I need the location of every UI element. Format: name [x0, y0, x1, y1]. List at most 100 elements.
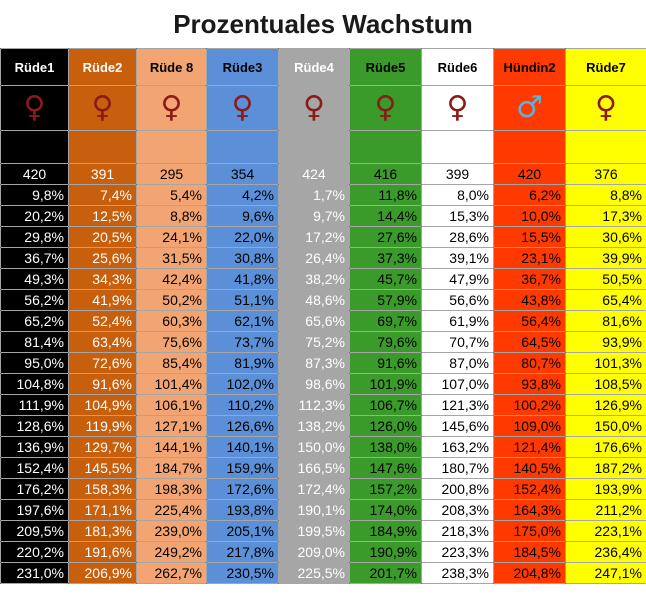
percent-cell[interactable]: 61,9%: [421, 310, 494, 332]
percent-cell[interactable]: 223,3%: [421, 541, 494, 563]
percent-cell[interactable]: 152,4%: [493, 478, 566, 500]
percent-cell[interactable]: 69,7%: [349, 310, 422, 332]
percent-cell[interactable]: 75,2%: [278, 331, 350, 353]
percent-cell[interactable]: 157,2%: [349, 478, 422, 500]
percent-cell[interactable]: 72,6%: [68, 352, 137, 374]
percent-cell[interactable]: 25,6%: [68, 247, 137, 269]
percent-cell[interactable]: 31,5%: [136, 247, 207, 269]
percent-cell[interactable]: 223,1%: [565, 520, 646, 542]
percent-cell[interactable]: 85,4%: [136, 352, 207, 374]
percent-cell[interactable]: 144,1%: [136, 436, 207, 458]
percent-cell[interactable]: 104,8%: [0, 373, 69, 395]
percent-cell[interactable]: 81,9%: [206, 352, 279, 374]
percent-cell[interactable]: 191,6%: [68, 541, 137, 563]
percent-cell[interactable]: 225,5%: [278, 562, 350, 584]
percent-cell[interactable]: 127,1%: [136, 415, 207, 437]
percent-cell[interactable]: 91,6%: [68, 373, 137, 395]
percent-cell[interactable]: 136,9%: [0, 436, 69, 458]
percent-cell[interactable]: 56,6%: [421, 289, 494, 311]
percent-cell[interactable]: 28,6%: [421, 226, 494, 248]
percent-cell[interactable]: 98,6%: [278, 373, 350, 395]
percent-cell[interactable]: 107,0%: [421, 373, 494, 395]
percent-cell[interactable]: 4,2%: [206, 184, 279, 206]
empty-cell[interactable]: [421, 130, 494, 164]
percent-cell[interactable]: 200,8%: [421, 478, 494, 500]
percent-cell[interactable]: 36,7%: [493, 268, 566, 290]
percent-cell[interactable]: 159,9%: [206, 457, 279, 479]
percent-cell[interactable]: 163,2%: [421, 436, 494, 458]
percent-cell[interactable]: 249,2%: [136, 541, 207, 563]
percent-cell[interactable]: 109,0%: [493, 415, 566, 437]
column-header-cell[interactable]: Rüde 8: [136, 48, 207, 86]
base-value-cell[interactable]: 420: [0, 163, 69, 185]
percent-cell[interactable]: 65,4%: [565, 289, 646, 311]
percent-cell[interactable]: 204,8%: [493, 562, 566, 584]
percent-cell[interactable]: 8,8%: [565, 184, 646, 206]
percent-cell[interactable]: 10,0%: [493, 205, 566, 227]
empty-cell[interactable]: [68, 130, 137, 164]
percent-cell[interactable]: 126,6%: [206, 415, 279, 437]
percent-cell[interactable]: 95,0%: [0, 352, 69, 374]
percent-cell[interactable]: 230,5%: [206, 562, 279, 584]
percent-cell[interactable]: 20,2%: [0, 205, 69, 227]
percent-cell[interactable]: 126,9%: [565, 394, 646, 416]
column-header-cell[interactable]: Hündin2: [493, 48, 566, 86]
symbol-cell[interactable]: ♀: [68, 85, 137, 131]
percent-cell[interactable]: 80,7%: [493, 352, 566, 374]
percent-cell[interactable]: 174,0%: [349, 499, 422, 521]
symbol-cell[interactable]: ♀: [278, 85, 350, 131]
percent-cell[interactable]: 22,0%: [206, 226, 279, 248]
percent-cell[interactable]: 190,9%: [349, 541, 422, 563]
percent-cell[interactable]: 81,4%: [0, 331, 69, 353]
empty-cell[interactable]: [278, 130, 350, 164]
symbol-cell[interactable]: ♀: [206, 85, 279, 131]
percent-cell[interactable]: 138,0%: [349, 436, 422, 458]
base-value-cell[interactable]: 424: [278, 163, 350, 185]
percent-cell[interactable]: 193,8%: [206, 499, 279, 521]
percent-cell[interactable]: 100,2%: [493, 394, 566, 416]
percent-cell[interactable]: 121,3%: [421, 394, 494, 416]
percent-cell[interactable]: 239,0%: [136, 520, 207, 542]
percent-cell[interactable]: 176,2%: [0, 478, 69, 500]
percent-cell[interactable]: 9,8%: [0, 184, 69, 206]
percent-cell[interactable]: 238,3%: [421, 562, 494, 584]
percent-cell[interactable]: 65,6%: [278, 310, 350, 332]
percent-cell[interactable]: 56,4%: [493, 310, 566, 332]
percent-cell[interactable]: 190,1%: [278, 499, 350, 521]
percent-cell[interactable]: 121,4%: [493, 436, 566, 458]
empty-cell[interactable]: [206, 130, 279, 164]
percent-cell[interactable]: 17,2%: [278, 226, 350, 248]
percent-cell[interactable]: 101,4%: [136, 373, 207, 395]
base-value-cell[interactable]: 376: [565, 163, 646, 185]
percent-cell[interactable]: 42,4%: [136, 268, 207, 290]
percent-cell[interactable]: 206,9%: [68, 562, 137, 584]
percent-cell[interactable]: 184,7%: [136, 457, 207, 479]
percent-cell[interactable]: 199,5%: [278, 520, 350, 542]
empty-cell[interactable]: [565, 130, 646, 164]
percent-cell[interactable]: 47,9%: [421, 268, 494, 290]
percent-cell[interactable]: 172,6%: [206, 478, 279, 500]
percent-cell[interactable]: 201,7%: [349, 562, 422, 584]
percent-cell[interactable]: 62,1%: [206, 310, 279, 332]
base-value-cell[interactable]: 391: [68, 163, 137, 185]
percent-cell[interactable]: 41,9%: [68, 289, 137, 311]
percent-cell[interactable]: 138,2%: [278, 415, 350, 437]
percent-cell[interactable]: 24,1%: [136, 226, 207, 248]
column-header-cell[interactable]: Rüde5: [349, 48, 422, 86]
percent-cell[interactable]: 51,1%: [206, 289, 279, 311]
percent-cell[interactable]: 193,9%: [565, 478, 646, 500]
percent-cell[interactable]: 60,3%: [136, 310, 207, 332]
percent-cell[interactable]: 63,4%: [68, 331, 137, 353]
percent-cell[interactable]: 180,7%: [421, 457, 494, 479]
percent-cell[interactable]: 30,8%: [206, 247, 279, 269]
percent-cell[interactable]: 70,7%: [421, 331, 494, 353]
percent-cell[interactable]: 211,2%: [565, 499, 646, 521]
percent-cell[interactable]: 9,7%: [278, 205, 350, 227]
percent-cell[interactable]: 52,4%: [68, 310, 137, 332]
percent-cell[interactable]: 126,0%: [349, 415, 422, 437]
percent-cell[interactable]: 128,6%: [0, 415, 69, 437]
base-value-cell[interactable]: 416: [349, 163, 422, 185]
base-value-cell[interactable]: 399: [421, 163, 494, 185]
percent-cell[interactable]: 34,3%: [68, 268, 137, 290]
percent-cell[interactable]: 14,4%: [349, 205, 422, 227]
